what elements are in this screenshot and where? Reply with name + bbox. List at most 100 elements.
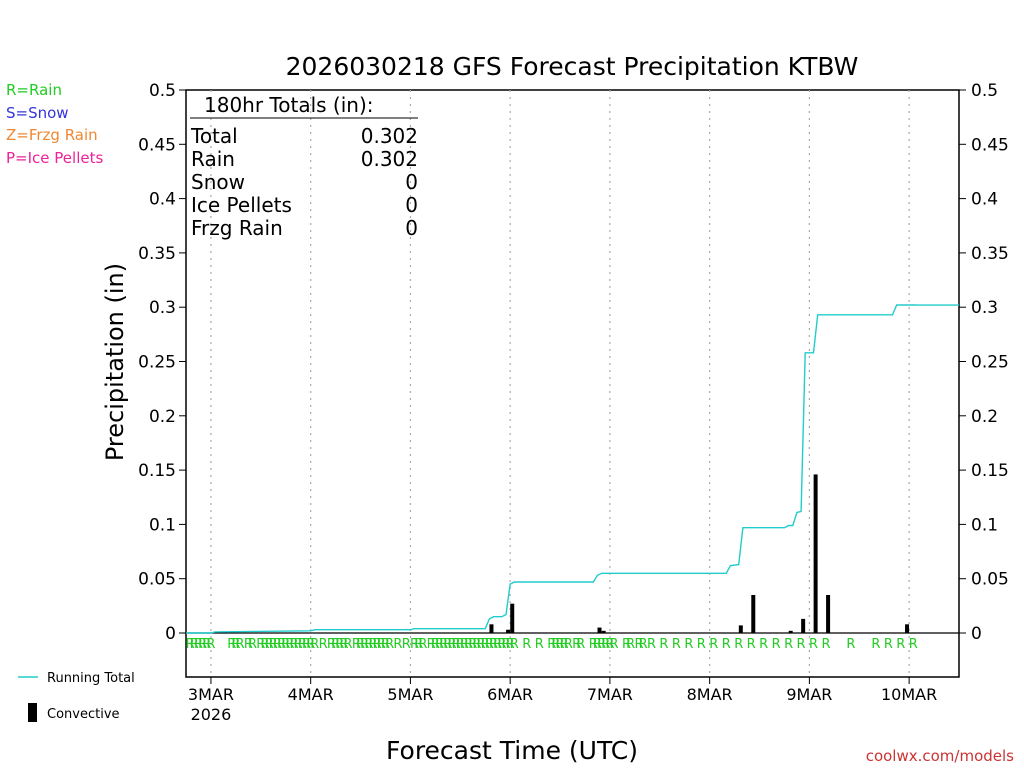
ptype-mark-rain: R: [634, 637, 643, 652]
y-tick-label-right: 0.2: [971, 407, 998, 427]
ptype-mark-rain: R: [368, 637, 377, 652]
ptype-mark-rain: R: [493, 637, 502, 652]
plot-frame: [185, 89, 960, 678]
ptype-mark-rain: R: [327, 637, 336, 652]
totals-box: 180hr Totals (in): Total 0.302 Rain 0.30…: [190, 93, 418, 240]
ptype-mark-rain: R: [319, 637, 328, 652]
ptype-mark-rain: R: [884, 637, 893, 652]
y-tick-label-left: 0.1: [149, 515, 176, 535]
ptype-mark-rain: R: [410, 637, 419, 652]
ptype-mark-rain: R: [202, 637, 211, 652]
ptype-mark-rain: R: [472, 637, 481, 652]
ptype-legend-ice-pellets: P=Ice Pellets: [6, 149, 104, 167]
ptype-mark-rain: R: [277, 637, 286, 652]
ptype-mark-rain: R: [772, 637, 781, 652]
ptype-mark-rain: R: [302, 637, 311, 652]
chart-title: 2026030218 GFS Forecast Precipitation KT…: [286, 52, 859, 81]
x-tick-label: 5MAR: [387, 685, 433, 704]
ptype-mark-rain: R: [477, 637, 486, 652]
ptype-mark-rain: R: [294, 637, 303, 652]
ptype-mark-rain: R: [722, 637, 731, 652]
ptype-mark-rain: R: [672, 637, 681, 652]
ptype-mark-rain: R: [556, 637, 565, 652]
ptype-mark-rain: R: [647, 637, 656, 652]
ptype-mark-rain: R: [659, 637, 668, 652]
ptype-mark-rain: R: [560, 637, 569, 652]
ptype-mark-rain: R: [248, 637, 257, 652]
x-tick-sublabel: 2026: [191, 705, 232, 724]
ptype-legend-rain: R=Rain: [6, 81, 62, 99]
convective-bar: [788, 630, 793, 633]
ptype-mark-rain: R: [464, 637, 473, 652]
ptype-mark-rain: R: [256, 637, 265, 652]
ptype-mark-rain: R: [605, 637, 614, 652]
ptype-mark-rain: R: [896, 637, 905, 652]
ptype-mark-rain: R: [356, 637, 365, 652]
y-axis: 0 00.05 0.050.1 0.10.15 0.150.2 0.20.25 0.250.…: [138, 81, 1009, 644]
convective-bar: [489, 624, 494, 633]
y-tick-label-left: 0.25: [138, 353, 176, 373]
y-tick-label-right: 0.15: [971, 461, 1009, 481]
ptype-mark-rain: R: [809, 637, 818, 652]
ptype-mark-rain: R: [344, 637, 353, 652]
ptype-mark-rain: R: [306, 637, 315, 652]
ptype-mark-rain: R: [373, 637, 382, 652]
y-tick-label-right: 0.1: [971, 515, 998, 535]
ptype-mark-rain: R: [364, 637, 373, 652]
x-tick-label: 3MAR: [188, 685, 234, 704]
x-tick-label: 6MAR: [487, 685, 533, 704]
convective-bar: [510, 603, 515, 633]
ptype-mark-rain: R: [236, 637, 245, 652]
ptype-mark-rain: R: [593, 637, 602, 652]
ptype-mark-rain: R: [269, 637, 278, 652]
ptype-mark-rain: R: [460, 637, 469, 652]
ptype-mark-rain: R: [206, 637, 215, 652]
credit-text: coolwx.com/models: [866, 747, 1014, 765]
x-tick-label: 4MAR: [288, 685, 334, 704]
y-tick-label-right: 0: [971, 624, 982, 644]
y-tick-label-left: 0: [165, 624, 176, 644]
ptype-mark-rain: R: [551, 637, 560, 652]
ptype-mark-rain: R: [589, 637, 598, 652]
ptype-mark-rain: R: [797, 637, 806, 652]
ptype-mark-rain: R: [489, 637, 498, 652]
ptype-mark-rain: R: [784, 637, 793, 652]
y-tick-label-right: 0.5: [971, 81, 998, 101]
x-tick-label: 7MAR: [587, 685, 633, 704]
ptype-mark-rain: R: [846, 637, 855, 652]
running-total-line: [186, 304, 918, 634]
ptype-mark-rain: R: [194, 637, 203, 652]
ptype-mark-rain: R: [576, 637, 585, 652]
ptype-mark-rain: R: [443, 637, 452, 652]
convective-bars: [489, 474, 910, 633]
ptype-mark-rain: R: [456, 637, 465, 652]
ptype-mark-rain: R: [547, 637, 556, 652]
y-tick-label-left: 0.35: [138, 244, 176, 264]
y-tick-label-left: 0.5: [149, 81, 176, 101]
ptype-mark-rain: R: [535, 637, 544, 652]
convective-bar: [597, 627, 602, 633]
ptype-mark-rain: R: [447, 637, 456, 652]
ptype-mark-rain: R: [281, 637, 290, 652]
ptype-mark-rain: R: [339, 637, 348, 652]
y-tick-label-right: 0.25: [971, 353, 1009, 373]
ptype-mark-rain: R: [871, 637, 880, 652]
ptype-mark-rain: R: [186, 637, 195, 652]
y-tick-label-right: 0.3: [971, 298, 998, 318]
ptype-mark-rain: R: [497, 637, 506, 652]
ptype-mark-rain: R: [335, 637, 344, 652]
totals-value-ice-pellets: 0: [405, 193, 418, 217]
ptype-mark-rain: R: [506, 637, 515, 652]
totals-label-ice-pellets: Ice Pellets: [191, 193, 292, 217]
ptype-mark-rain: R: [427, 637, 436, 652]
ptype-mark-rain: R: [414, 637, 423, 652]
ptype-mark-rain: R: [485, 637, 494, 652]
ptype-mark-rain: R: [260, 637, 269, 652]
convective-bar: [801, 618, 806, 633]
ptype-mark-rain: R: [393, 637, 402, 652]
y-tick-label-right: 0.4: [971, 190, 998, 210]
ptype-mark-rain: R: [190, 637, 199, 652]
y-axis-label: Precipitation (in): [101, 263, 129, 461]
ptype-mark-rain: R: [452, 637, 461, 652]
